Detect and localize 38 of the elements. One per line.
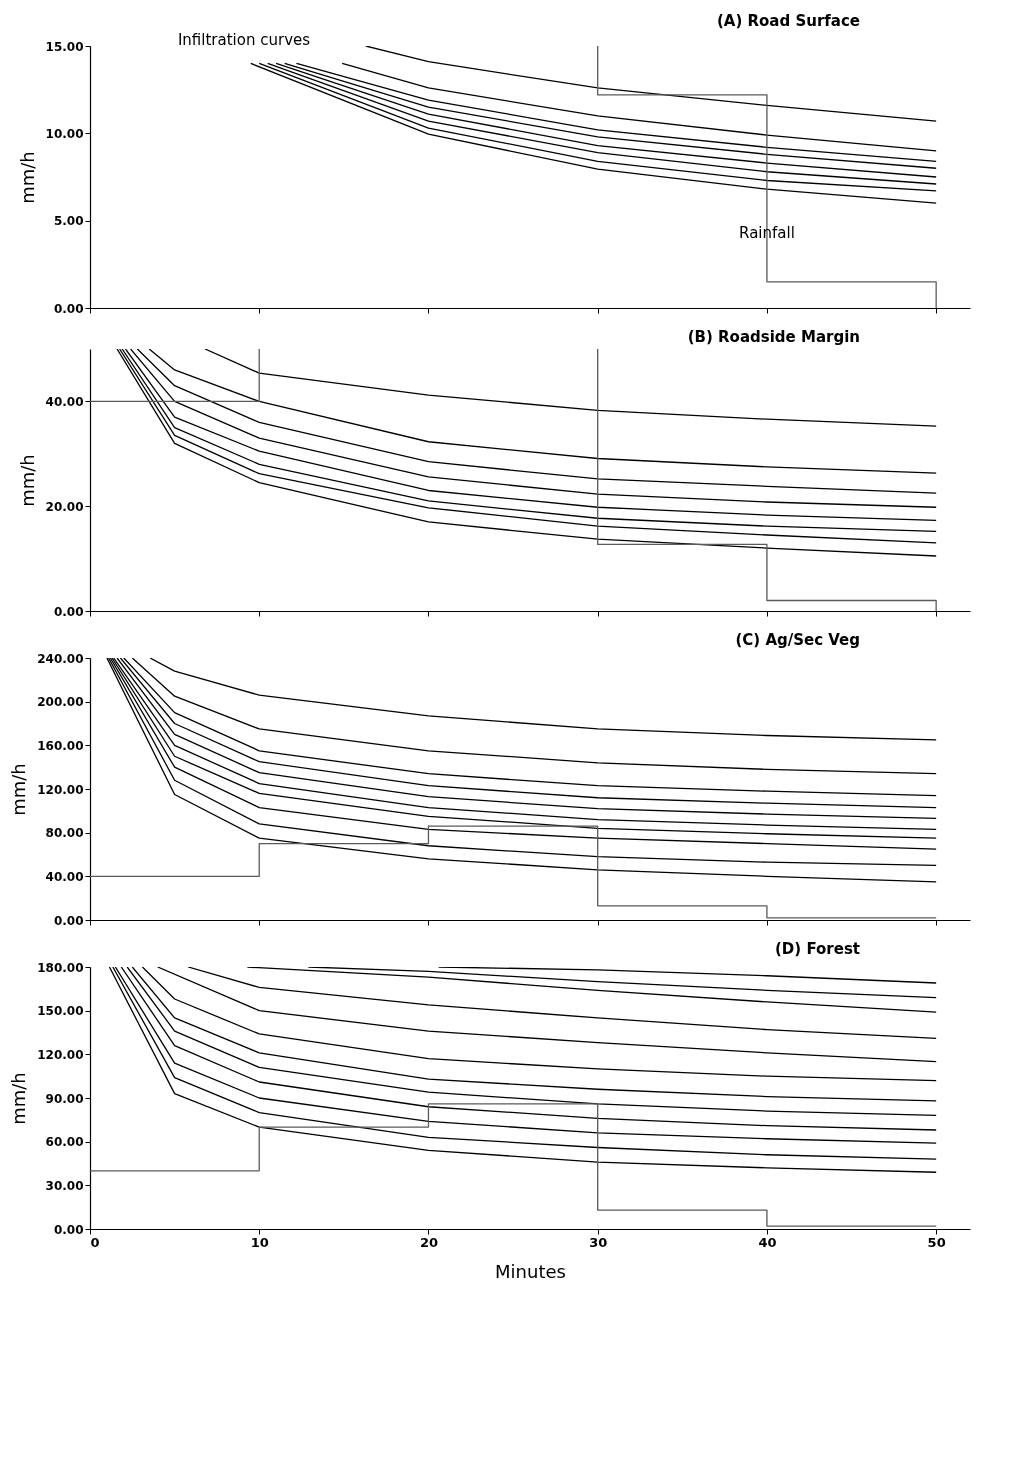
y-tick-label: 240.00 bbox=[37, 651, 84, 666]
y-tick-label: 0.00 bbox=[53, 604, 84, 619]
y-tick-label: 30.00 bbox=[45, 1178, 84, 1193]
y-tick-label: 0.00 bbox=[53, 913, 84, 928]
y-tick-label: 15.00 bbox=[45, 39, 84, 54]
y-tick-label: 60.00 bbox=[45, 1135, 84, 1150]
y-tick-label: 160.00 bbox=[37, 738, 84, 753]
y-axis-title: mm/h bbox=[8, 763, 30, 816]
annotation: Rainfall bbox=[739, 223, 795, 242]
annotation: Infiltration curves bbox=[177, 31, 311, 49]
y-tick-label: 40.00 bbox=[45, 869, 84, 884]
x-tick-label: 50 bbox=[927, 1234, 946, 1250]
x-tick-label: 40 bbox=[758, 1234, 777, 1250]
y-tick-label: 90.00 bbox=[45, 1091, 84, 1106]
y-tick-label: 5.00 bbox=[53, 214, 84, 229]
y-tick-label: 180.00 bbox=[37, 960, 84, 975]
x-tick-label: 10 bbox=[250, 1234, 269, 1250]
y-axis-title: mm/h bbox=[16, 151, 38, 204]
y-tick-label: 20.00 bbox=[45, 499, 84, 514]
chart-title: (C) Ag/Sec Veg bbox=[735, 631, 860, 649]
chart-title: (D) Forest bbox=[775, 940, 860, 958]
x-axis-title: Minutes bbox=[495, 1260, 566, 1282]
y-tick-label: 40.00 bbox=[45, 394, 84, 409]
y-tick-label: 80.00 bbox=[45, 826, 84, 841]
y-tick-label: 0.00 bbox=[53, 1222, 84, 1237]
x-tick-label: 20 bbox=[419, 1234, 439, 1250]
x-tick-label: 30 bbox=[589, 1234, 608, 1250]
chart-title: (A) Road Surface bbox=[716, 12, 860, 30]
chart-title: (B) Roadside Margin bbox=[687, 328, 860, 346]
y-tick-label: 200.00 bbox=[37, 695, 84, 710]
y-tick-label: 120.00 bbox=[37, 782, 84, 797]
y-axis-title: mm/h bbox=[16, 454, 38, 507]
x-tick-label: 0 bbox=[90, 1234, 100, 1250]
y-tick-label: 120.00 bbox=[37, 1047, 84, 1062]
y-tick-label: 150.00 bbox=[37, 1004, 84, 1019]
y-tick-label: 0.00 bbox=[53, 301, 84, 316]
y-tick-label: 10.00 bbox=[45, 126, 84, 141]
y-axis-title: mm/h bbox=[8, 1072, 30, 1125]
